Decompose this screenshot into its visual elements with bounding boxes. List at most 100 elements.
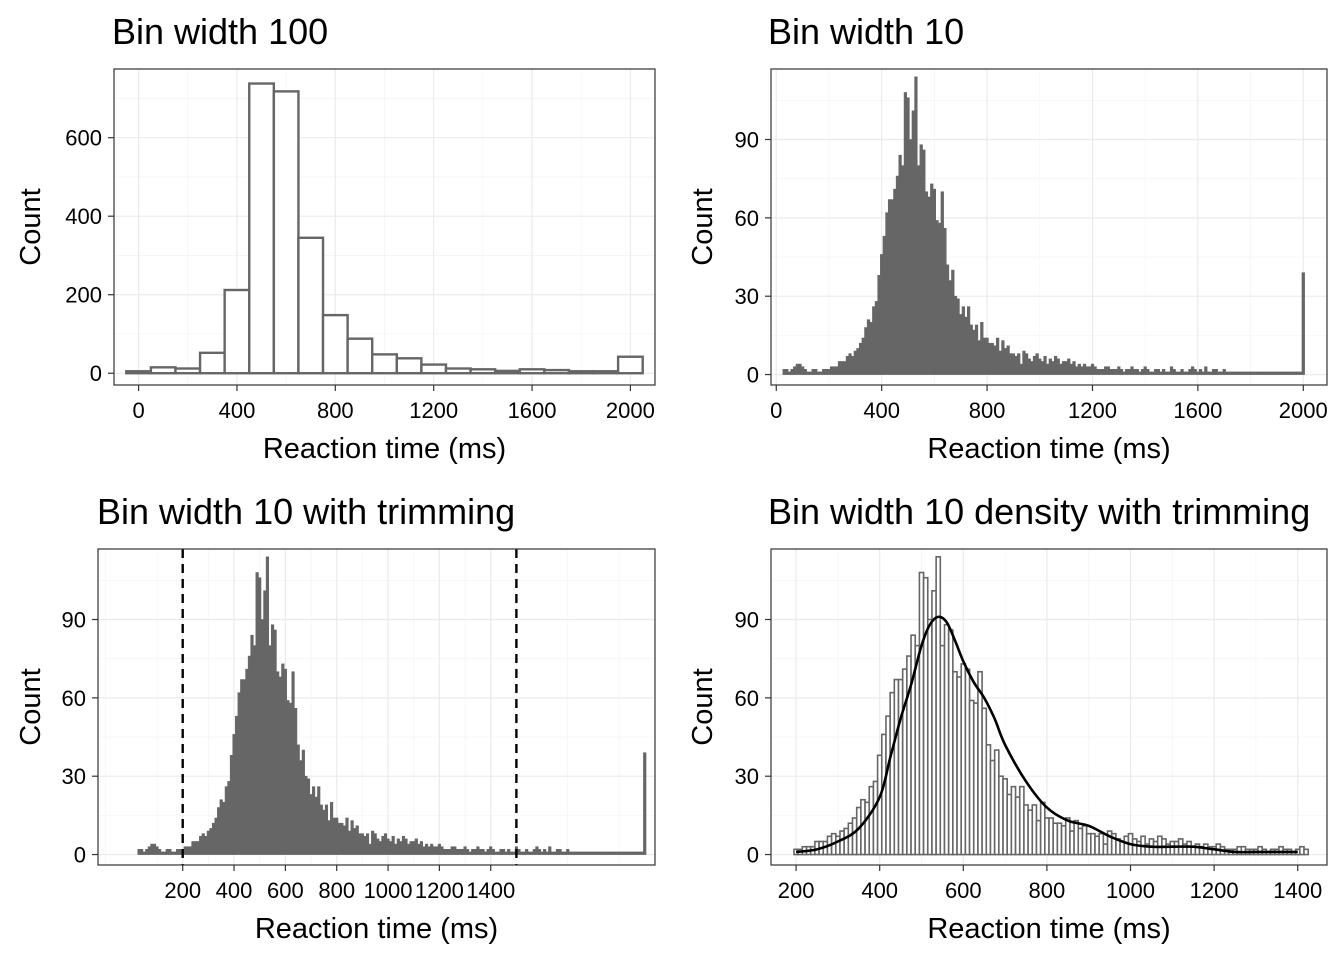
histogram-bar [188, 846, 192, 855]
histogram-bar [930, 183, 934, 375]
histogram-bar [501, 849, 506, 855]
histogram-bar [1183, 371, 1187, 375]
x-tick-label: 600 [945, 878, 982, 903]
histogram-bar [260, 619, 264, 855]
histogram-bar [1006, 345, 1010, 375]
histogram-bar [1190, 366, 1195, 375]
x-tick-label: 2000 [606, 398, 655, 423]
x-tick-label: 1400 [1273, 878, 1322, 903]
histogram-bar [819, 371, 823, 375]
histogram-bar [1101, 369, 1105, 375]
histogram-bar [255, 572, 259, 855]
panel-background [771, 69, 1327, 385]
histogram-bar [322, 809, 326, 855]
histogram-bar [1017, 353, 1021, 375]
y-tick-label: 600 [65, 126, 102, 151]
histogram-bar [961, 306, 965, 375]
histogram-bar [512, 851, 516, 855]
histogram-bar [350, 820, 354, 855]
histogram-bar [481, 849, 485, 855]
panel-title: Bin width 10 density with trimming [768, 491, 1310, 532]
histogram-bar [627, 851, 631, 855]
histogram-bar [861, 337, 865, 375]
density-curve [795, 615, 1298, 854]
histogram-bar [1246, 371, 1250, 375]
histogram-bar [448, 849, 452, 855]
histogram-bar [906, 97, 910, 375]
histogram-bar [995, 337, 1000, 375]
x-tick-label: 1400 [466, 878, 515, 903]
histogram-bar [1148, 371, 1153, 375]
histogram-bar [291, 671, 295, 855]
histogram-bar [1030, 361, 1034, 375]
y-tick-label: 90 [62, 608, 86, 633]
y-tick-label: 0 [74, 843, 86, 868]
histogram-bar [242, 679, 246, 855]
histogram-bar [1019, 363, 1023, 375]
histogram-bar [399, 841, 403, 855]
histogram-bar [235, 715, 239, 855]
histogram-bar [1080, 366, 1084, 375]
histogram-bar [1051, 361, 1055, 375]
histogram-bar [327, 820, 331, 855]
x-tick-label: 0 [132, 398, 144, 423]
histogram-bar [596, 851, 601, 855]
histogram-bar [798, 363, 802, 375]
histogram-bar [1283, 371, 1287, 375]
histogram-bar [1130, 366, 1134, 375]
x-tick-label: 400 [219, 398, 256, 423]
histogram-bar [548, 846, 552, 855]
histogram-bar [149, 366, 177, 375]
histogram-bar [785, 369, 789, 375]
histogram-bar [1164, 371, 1168, 375]
histogram-bar [1125, 369, 1129, 375]
histogram-bar [1056, 358, 1060, 375]
histogram-bar [835, 366, 839, 375]
histogram-bar [1219, 371, 1224, 375]
histogram-bar [951, 269, 955, 375]
histogram-bar [227, 781, 231, 855]
histogram-bar [814, 369, 818, 375]
histogram-bar [1117, 366, 1121, 375]
histogram-bar [294, 708, 298, 855]
histogram-bar [1061, 361, 1066, 375]
histogram-bar [1082, 363, 1087, 375]
histogram-bar [967, 306, 971, 375]
histogram-bar [178, 849, 182, 855]
x-tick-label: 600 [267, 878, 304, 903]
histogram-bar [414, 838, 418, 855]
histogram-bar [1277, 371, 1282, 375]
histogram-bar [602, 851, 606, 855]
histogram-bar [404, 838, 408, 855]
histogram-bar [272, 90, 300, 375]
histogram-bar [1172, 369, 1176, 375]
histogram-bar [563, 851, 567, 855]
histogram-bar [1196, 371, 1200, 375]
histogram-bar [945, 264, 950, 375]
x-axis-title: Reaction time (ms) [255, 913, 498, 945]
histogram-bar [1209, 371, 1213, 375]
histogram-bar [240, 679, 244, 855]
histogram-bar [594, 851, 598, 855]
histogram-bar [321, 313, 349, 375]
histogram-bar [142, 851, 146, 855]
histogram-bar [1225, 371, 1229, 375]
histogram-bar [360, 833, 364, 855]
histogram-bar [1291, 371, 1295, 375]
histogram-bar [1035, 353, 1039, 375]
histogram-bar [1077, 363, 1081, 375]
histogram-bar [592, 370, 620, 375]
histogram-bar [851, 355, 855, 375]
x-tick-label: 800 [1029, 878, 1066, 903]
histogram-bar [276, 671, 280, 855]
histogram-bar [932, 188, 936, 375]
histogram-bar [630, 851, 634, 855]
histogram-bar [1009, 353, 1013, 375]
histogram-bar [1104, 366, 1108, 375]
histogram-bar [125, 370, 153, 375]
histogram-bar [469, 368, 497, 375]
histogram-bar [974, 324, 979, 375]
histogram-bar [1185, 371, 1189, 375]
histogram-bar [558, 849, 562, 855]
